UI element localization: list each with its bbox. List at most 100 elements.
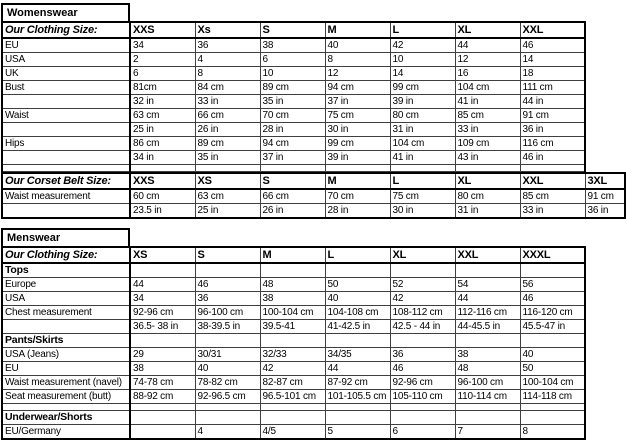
table-row: UK 6 8 10 12 14 16 18 bbox=[1, 66, 586, 81]
row-label bbox=[1, 94, 131, 109]
value-cell: 8 bbox=[324, 52, 391, 67]
value-cell: 6 bbox=[129, 66, 196, 81]
value-cell bbox=[194, 333, 261, 348]
table-row: Bust 81cm 84 cm 89 cm 94 cm 99 cm 104 cm 111 cm bbox=[1, 80, 586, 95]
value-cell: 54 bbox=[454, 277, 521, 292]
size-column-header: L bbox=[389, 172, 456, 190]
value-cell: 39 in bbox=[324, 150, 391, 165]
size-column-header: XL bbox=[454, 21, 521, 39]
value-cell: 44 bbox=[454, 291, 521, 306]
value-cell: 46 bbox=[389, 361, 456, 376]
value-cell: 88-92 cm bbox=[129, 389, 196, 404]
value-cell: 63 cm bbox=[194, 188, 261, 204]
value-cell: 4/5 bbox=[259, 424, 326, 440]
size-header-label: Our Corset Belt Size: bbox=[1, 172, 131, 190]
value-cell: 40 bbox=[324, 37, 391, 53]
value-cell: 26 in bbox=[194, 122, 261, 137]
row-label: USA bbox=[1, 291, 131, 306]
value-cell: 40 bbox=[194, 361, 261, 376]
value-cell: 31 in bbox=[389, 122, 456, 137]
value-cell: 44 bbox=[454, 37, 521, 53]
size-column-header: S bbox=[259, 21, 326, 39]
size-column-header: XXXL bbox=[519, 246, 586, 264]
value-cell: 112-116 cm bbox=[454, 305, 521, 320]
row-label: EU bbox=[1, 37, 131, 53]
value-cell: 78-82 cm bbox=[194, 375, 261, 390]
size-column-header: Xs bbox=[194, 21, 261, 39]
value-cell: 85 cm bbox=[454, 108, 521, 123]
value-cell: 105-110 cm bbox=[389, 389, 456, 404]
value-cell: 35 in bbox=[259, 94, 326, 109]
value-cell: 70 cm bbox=[324, 188, 391, 204]
value-cell: 84 cm bbox=[194, 80, 261, 95]
table-row: Europe 44 46 48 50 52 54 56 bbox=[1, 277, 586, 292]
row-label: USA bbox=[1, 52, 131, 67]
size-column-header: S bbox=[194, 246, 261, 264]
value-cell: 41 in bbox=[454, 94, 521, 109]
womenswear-clothing-table: Our Clothing Size: XXS Xs S M L XL XXL EU 34 36 38 4… bbox=[1, 21, 586, 172]
value-cell bbox=[519, 410, 586, 425]
value-cell: 36 bbox=[389, 347, 456, 362]
value-cell: 28 in bbox=[324, 203, 391, 219]
value-cell bbox=[259, 410, 326, 425]
value-cell bbox=[259, 333, 326, 348]
value-cell: 96.5-101 cm bbox=[259, 389, 326, 404]
value-cell: 56 bbox=[519, 277, 586, 292]
table-row: 25 in 26 in 28 in 30 in 31 in 33 in 36 in bbox=[1, 122, 586, 137]
value-cell: 85 cm bbox=[519, 188, 586, 204]
row-label: Tops bbox=[1, 262, 131, 278]
value-cell: 80 cm bbox=[389, 108, 456, 123]
value-cell: 63 cm bbox=[129, 108, 196, 123]
value-cell: 34 bbox=[129, 37, 196, 53]
value-cell: 99 cm bbox=[389, 80, 456, 95]
value-cell bbox=[324, 262, 391, 278]
value-cell bbox=[129, 262, 196, 278]
value-cell: 44 bbox=[129, 277, 196, 292]
value-cell bbox=[259, 164, 326, 172]
value-cell: 43 in bbox=[454, 150, 521, 165]
womenswear-title: Womenswear bbox=[1, 3, 130, 21]
value-cell: 60 cm bbox=[129, 188, 196, 204]
row-label: Waist measurement (navel) bbox=[1, 375, 131, 390]
row-label bbox=[1, 403, 131, 411]
value-cell: 50 bbox=[519, 361, 586, 376]
value-cell: 6 bbox=[259, 52, 326, 67]
value-cell: 75 cm bbox=[389, 188, 456, 204]
value-cell bbox=[454, 333, 521, 348]
size-column-header: XL bbox=[389, 246, 456, 264]
value-cell: 32 in bbox=[129, 94, 196, 109]
value-cell: 34/35 bbox=[324, 347, 391, 362]
value-cell bbox=[194, 262, 261, 278]
value-cell bbox=[389, 164, 456, 172]
row-label: Waist bbox=[1, 108, 131, 123]
value-cell: 36 in bbox=[584, 203, 626, 219]
value-cell: 8 bbox=[194, 66, 261, 81]
value-cell bbox=[519, 164, 586, 172]
table-row: Chest measurement 92-96 cm 96-100 cm 100-10… bbox=[1, 305, 586, 320]
value-cell: 38 bbox=[259, 37, 326, 53]
value-cell: 100-104 cm bbox=[259, 305, 326, 320]
value-cell bbox=[194, 164, 261, 172]
size-header-label: Our Clothing Size: bbox=[1, 21, 131, 39]
value-cell: 42 bbox=[389, 291, 456, 306]
table-row: Hips 86 cm 89 cm 94 cm 99 cm 104 cm 109 cm 116 … bbox=[1, 136, 586, 151]
value-cell: 46 in bbox=[519, 150, 586, 165]
value-cell bbox=[129, 424, 196, 440]
value-cell: 74-78 cm bbox=[129, 375, 196, 390]
size-column-header: XXS bbox=[129, 21, 196, 39]
value-cell: 80 cm bbox=[454, 188, 521, 204]
value-cell bbox=[129, 410, 196, 425]
value-cell: 37 in bbox=[259, 150, 326, 165]
value-cell bbox=[389, 410, 456, 425]
table-row: Waist measurement 60 cm 63 cm 66 cm 70 cm 75 … bbox=[1, 188, 626, 204]
table-row: 36.5- 38 in 38-39.5 in 39.5-41 41-42.5 in 42… bbox=[1, 319, 586, 334]
value-cell bbox=[519, 403, 586, 411]
value-cell: 36.5- 38 in bbox=[129, 319, 196, 334]
row-label bbox=[1, 150, 131, 165]
value-cell: 92-96.5 cm bbox=[194, 389, 261, 404]
size-column-header: XXL bbox=[519, 21, 586, 39]
value-cell: 41-42.5 in bbox=[324, 319, 391, 334]
value-cell: 86 cm bbox=[129, 136, 196, 151]
value-cell: 40 bbox=[324, 291, 391, 306]
